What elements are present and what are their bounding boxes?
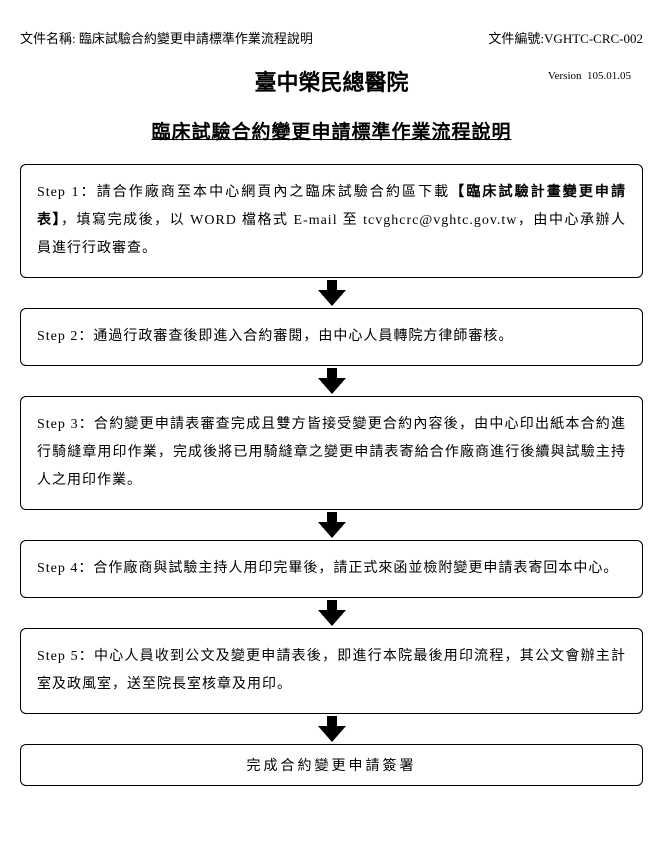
doc-no: 文件編號:VGHTC-CRC-002 bbox=[488, 28, 643, 47]
step-box-1: Step 1：請合作廠商至本中心網頁內之臨床試驗合約區下載【臨床試驗計畫變更申請… bbox=[20, 164, 643, 278]
doc-name: 文件名稱: 臨床試驗合約變更申請標準作業流程說明 bbox=[20, 28, 313, 47]
final-text: 完成合約變更申請簽署 bbox=[247, 759, 417, 774]
header-row: 文件名稱: 臨床試驗合約變更申請標準作業流程說明 文件編號:VGHTC-CRC-… bbox=[20, 28, 643, 47]
doc-name-label: 文件名稱: bbox=[20, 31, 76, 46]
doc-name-value: 臨床試驗合約變更申請標準作業流程說明 bbox=[79, 31, 313, 46]
step2-text: Step 2：通過行政審查後即進入合約審閱，由中心人員轉院方律師審核。 bbox=[37, 329, 513, 344]
step-box-5: Step 5：中心人員收到公文及變更申請表後，即進行本院最後用印流程，其公文會辦… bbox=[20, 628, 643, 714]
doc-no-value: VGHTC-CRC-002 bbox=[544, 31, 643, 46]
doc-no-label: 文件編號: bbox=[488, 31, 544, 46]
step4-text: Step 4：合作廠商與試驗主持人用印完畢後，請正式來函並檢附變更申請表寄回本中… bbox=[37, 561, 618, 576]
flowchart: Step 1：請合作廠商至本中心網頁內之臨床試驗合約區下載【臨床試驗計畫變更申請… bbox=[20, 164, 643, 786]
version: Version 105.01.05 bbox=[548, 70, 631, 82]
step1-prefix: Step 1：請合作廠商至本中心網頁內之臨床試驗合約區下載 bbox=[37, 185, 450, 200]
version-label: Version bbox=[548, 70, 582, 82]
step-box-4: Step 4：合作廠商與試驗主持人用印完畢後，請正式來函並檢附變更申請表寄回本中… bbox=[20, 540, 643, 598]
step-box-3: Step 3：合約變更申請表審查完成且雙方皆接受變更合約內容後，由中心印出紙本合… bbox=[20, 396, 643, 510]
step1-suffix: ，填寫完成後，以 WORD 檔格式 E-mail 至 tcvghcrc@vght… bbox=[37, 213, 626, 256]
sub-title: 臨床試驗合約變更申請標準作業流程說明 bbox=[20, 117, 643, 144]
version-value: 105.01.05 bbox=[587, 70, 631, 82]
step-box-2: Step 2：通過行政審查後即進入合約審閱，由中心人員轉院方律師審核。 bbox=[20, 308, 643, 366]
step5-text: Step 5：中心人員收到公文及變更申請表後，即進行本院最後用印流程，其公文會辦… bbox=[37, 649, 626, 692]
final-box: 完成合約變更申請簽署 bbox=[20, 744, 643, 786]
step3-text: Step 3：合約變更申請表審查完成且雙方皆接受變更合約內容後，由中心印出紙本合… bbox=[37, 417, 626, 488]
